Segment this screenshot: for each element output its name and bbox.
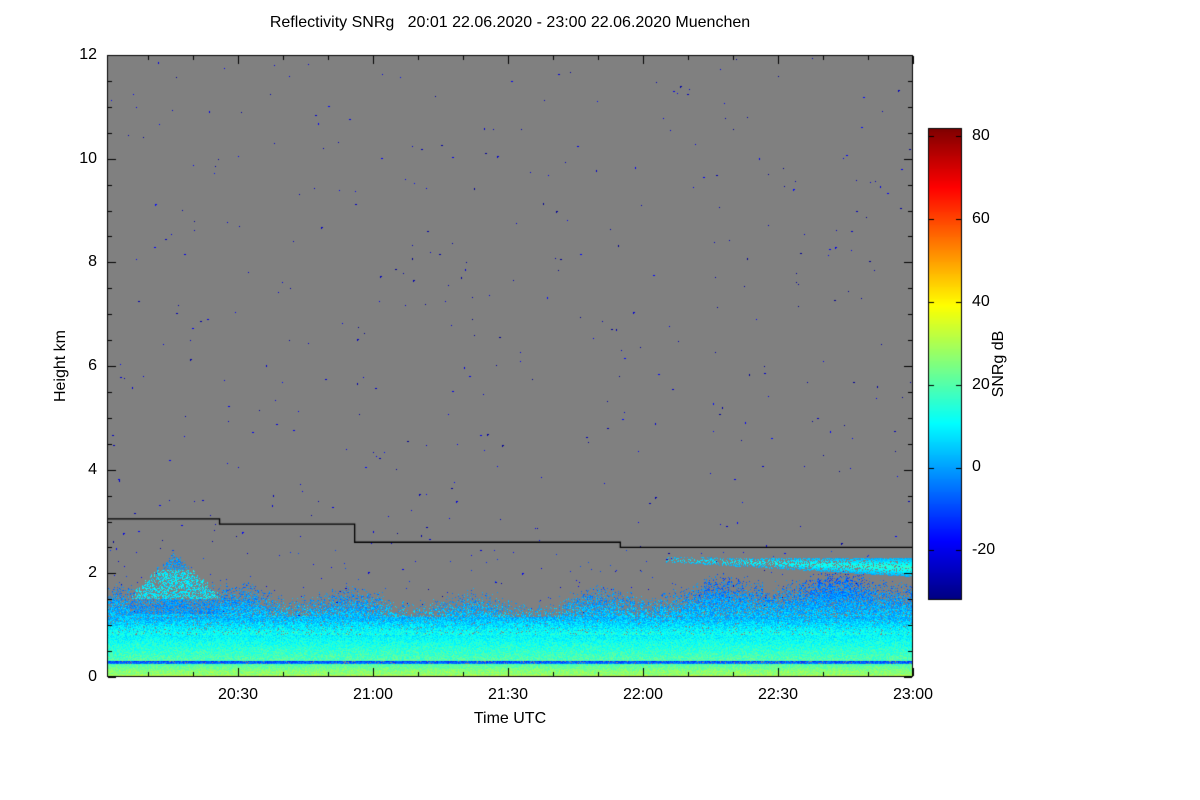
x-tick-label: 21:30 [487, 686, 529, 703]
colorbar-tick-label: 80 [972, 127, 990, 144]
colorbar-tick-label: 60 [972, 210, 990, 227]
x-tick-label: 20:30 [217, 686, 259, 703]
x-tick-label: 22:00 [622, 686, 664, 703]
colorbar-tick-label: -20 [972, 541, 996, 558]
x-tick-label: 23:00 [892, 686, 934, 703]
y-tick-label: 10 [79, 150, 97, 167]
chart-title: Reflectivity SNRg 20:01 22.06.2020 - 23:… [269, 14, 751, 31]
y-tick-label: 4 [88, 461, 97, 478]
colorbar-tick-label: 20 [972, 376, 990, 393]
colorbar-label: SNRg dB [990, 330, 1007, 398]
colorbar-tick-label: 40 [972, 293, 990, 310]
y-tick-label: 0 [88, 668, 97, 685]
y-tick-label: 6 [88, 357, 97, 374]
x-tick-label: 22:30 [757, 686, 799, 703]
colorbar-tick-label: 0 [972, 458, 981, 475]
x-tick-label: 21:00 [352, 686, 394, 703]
y-tick-label: 12 [79, 46, 97, 63]
x-axis-label: Time UTC [473, 710, 547, 727]
y-tick-label: 8 [88, 253, 97, 270]
y-tick-label: 2 [88, 564, 97, 581]
